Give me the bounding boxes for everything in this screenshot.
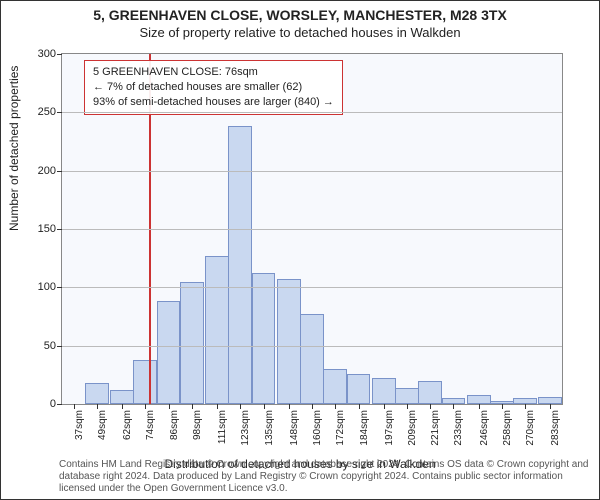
y-tick-mark: [57, 112, 62, 113]
y-tick-mark: [57, 229, 62, 230]
y-tick-mark: [57, 287, 62, 288]
x-tick-mark: [264, 404, 265, 409]
grid-line: [62, 112, 562, 113]
legend-line-smaller: ← 7% of detached houses are smaller (62): [93, 80, 334, 95]
y-tick-mark: [57, 404, 62, 405]
y-tick-label: 150: [38, 223, 56, 235]
histogram-bar: [205, 256, 229, 404]
x-tick-mark: [240, 404, 241, 409]
x-tick-label: 197sqm: [384, 410, 395, 446]
credits-text: Contains HM Land Registry data © Crown c…: [59, 459, 599, 495]
legend-line-larger: 93% of semi-detached houses are larger (…: [93, 95, 334, 110]
x-tick-mark: [192, 404, 193, 409]
x-tick-mark: [502, 404, 503, 409]
y-axis-label: Number of detached properties: [7, 66, 21, 231]
x-tick-mark: [453, 404, 454, 409]
x-tick-mark: [145, 404, 146, 409]
x-tick-label: 283sqm: [550, 410, 561, 446]
grid-line: [62, 287, 562, 288]
grid-line: [62, 346, 562, 347]
chart-title-address: 5, GREENHAVEN CLOSE, WORSLEY, MANCHESTER…: [1, 7, 599, 23]
plot-container: 5 GREENHAVEN CLOSE: 76sqm ← 7% of detach…: [61, 53, 561, 403]
x-tick-label: 62sqm: [122, 410, 133, 440]
x-tick-label: 209sqm: [407, 410, 418, 446]
x-tick-label: 49sqm: [97, 410, 108, 440]
x-tick-label: 160sqm: [312, 410, 323, 446]
histogram-bar: [228, 126, 252, 404]
y-tick-label: 100: [38, 281, 56, 293]
x-tick-label: 172sqm: [335, 410, 346, 446]
x-tick-mark: [359, 404, 360, 409]
x-tick-mark: [525, 404, 526, 409]
x-tick-label: 184sqm: [359, 410, 370, 446]
histogram-bar: [323, 369, 347, 404]
x-tick-mark: [97, 404, 98, 409]
x-tick-label: 98sqm: [192, 410, 203, 440]
x-tick-label: 123sqm: [240, 410, 251, 446]
x-tick-label: 246sqm: [479, 410, 490, 446]
x-tick-label: 86sqm: [169, 410, 180, 440]
histogram-bar: [277, 279, 301, 404]
chart-subtitle: Size of property relative to detached ho…: [1, 25, 599, 40]
x-tick-label: 233sqm: [453, 410, 464, 446]
histogram-bar: [418, 381, 442, 404]
histogram-bar: [538, 397, 562, 404]
x-tick-mark: [289, 404, 290, 409]
x-tick-mark: [217, 404, 218, 409]
y-tick-mark: [57, 171, 62, 172]
x-tick-label: 135sqm: [264, 410, 275, 446]
histogram-bar: [372, 378, 396, 404]
x-tick-mark: [407, 404, 408, 409]
y-tick-mark: [57, 54, 62, 55]
histogram-bar: [300, 314, 324, 404]
grid-line: [62, 229, 562, 230]
x-tick-label: 74sqm: [145, 410, 156, 440]
grid-line: [62, 171, 562, 172]
x-tick-label: 111sqm: [217, 410, 228, 444]
y-tick-label: 250: [38, 106, 56, 118]
y-tick-mark: [57, 346, 62, 347]
x-tick-label: 270sqm: [525, 410, 536, 446]
x-tick-mark: [479, 404, 480, 409]
plot-area: 5 GREENHAVEN CLOSE: 76sqm ← 7% of detach…: [61, 53, 563, 405]
x-tick-mark: [122, 404, 123, 409]
chart-frame: 5, GREENHAVEN CLOSE, WORSLEY, MANCHESTER…: [0, 0, 600, 500]
y-tick-label: 0: [50, 398, 56, 410]
histogram-bar: [110, 390, 134, 404]
x-tick-mark: [312, 404, 313, 409]
x-tick-mark: [550, 404, 551, 409]
histogram-bar: [395, 388, 419, 404]
x-tick-label: 258sqm: [502, 410, 513, 446]
x-tick-mark: [169, 404, 170, 409]
x-tick-mark: [335, 404, 336, 409]
legend-box: 5 GREENHAVEN CLOSE: 76sqm ← 7% of detach…: [84, 60, 343, 115]
legend-line-size: 5 GREENHAVEN CLOSE: 76sqm: [93, 65, 334, 80]
histogram-bar: [252, 273, 276, 404]
histogram-bar: [467, 395, 491, 404]
y-tick-label: 50: [44, 340, 56, 352]
x-tick-mark: [74, 404, 75, 409]
histogram-bar: [133, 360, 157, 404]
histogram-bar: [85, 383, 109, 404]
histogram-bar: [157, 301, 181, 404]
histogram-bar: [180, 282, 204, 405]
x-tick-mark: [384, 404, 385, 409]
x-tick-mark: [430, 404, 431, 409]
x-tick-label: 37sqm: [74, 410, 85, 440]
histogram-bar: [347, 374, 371, 404]
x-tick-label: 221sqm: [430, 410, 441, 446]
y-tick-label: 300: [38, 48, 56, 60]
x-tick-label: 148sqm: [289, 410, 300, 446]
y-tick-label: 200: [38, 165, 56, 177]
